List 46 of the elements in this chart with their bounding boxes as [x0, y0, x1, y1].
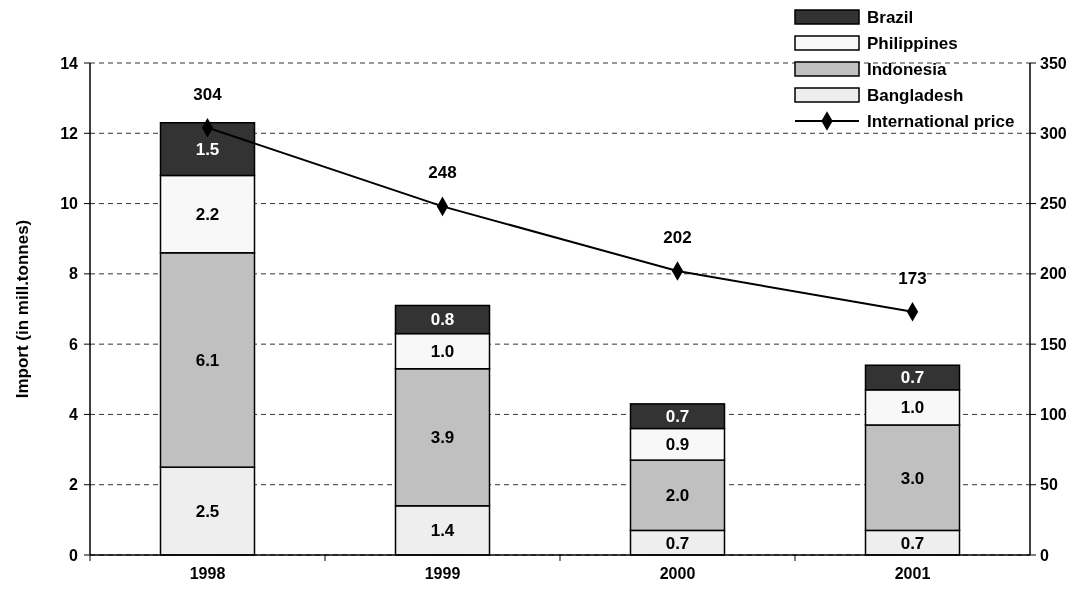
legend-label: Brazil	[867, 7, 914, 27]
data-label: 0.9	[665, 435, 690, 455]
y2-tick-label: 0	[1040, 546, 1049, 564]
data-label: 2.2	[195, 205, 220, 225]
data-label: 1.4	[430, 521, 455, 541]
y-tick-label: 2	[69, 476, 79, 494]
legend-label: Philippines	[867, 33, 958, 53]
y-tick-label: 6	[69, 335, 79, 353]
x-tick-label: 1999	[424, 565, 461, 582]
y2-tick-label: 250	[1040, 195, 1067, 213]
data-label: 1.0	[430, 342, 455, 362]
data-label: 3.0	[900, 468, 925, 488]
y-tick-label: 14	[60, 54, 79, 72]
data-label: 0.8	[430, 310, 455, 330]
data-label: 0.7	[900, 368, 925, 388]
legend-label: Bangladesh	[867, 85, 964, 105]
y-tick-label: 4	[69, 406, 79, 424]
y-tick-label: 12	[60, 124, 79, 142]
data-label: 1.5	[195, 140, 220, 160]
legend-label: Indonesia	[867, 59, 947, 79]
data-label: 0.7	[665, 533, 690, 553]
x-tick-label: 2001	[894, 565, 931, 582]
legend-label: International price	[867, 111, 1015, 131]
y2-tick-label: 300	[1040, 124, 1067, 142]
x-tick-label: 1998	[189, 565, 226, 582]
data-label: 0.7	[900, 533, 925, 553]
y2-tick-label: 50	[1040, 476, 1058, 494]
data-label: 2.5	[195, 502, 220, 522]
y2-tick-label: 100	[1040, 406, 1067, 424]
data-label: 2.0	[665, 486, 690, 506]
y-tick-label: 8	[69, 265, 79, 283]
x-tick-label: 2000	[659, 565, 696, 582]
y-tick-label: 0	[69, 546, 79, 564]
data-label: 202	[663, 228, 692, 248]
y2-tick-label: 150	[1040, 335, 1067, 353]
data-label: 0.7	[665, 407, 690, 427]
data-label: 304	[193, 84, 223, 104]
data-label: 248	[428, 163, 457, 183]
data-label: 6.1	[195, 350, 220, 370]
y-axis-title: Import (in mill.tonnes)	[13, 219, 32, 399]
y-tick-label: 10	[60, 195, 79, 213]
data-label: 1.0	[900, 398, 925, 418]
data-label: 3.9	[430, 428, 455, 448]
y2-tick-label: 200	[1040, 265, 1067, 283]
y2-tick-label: 350	[1040, 54, 1067, 72]
data-label: 173	[898, 268, 927, 288]
